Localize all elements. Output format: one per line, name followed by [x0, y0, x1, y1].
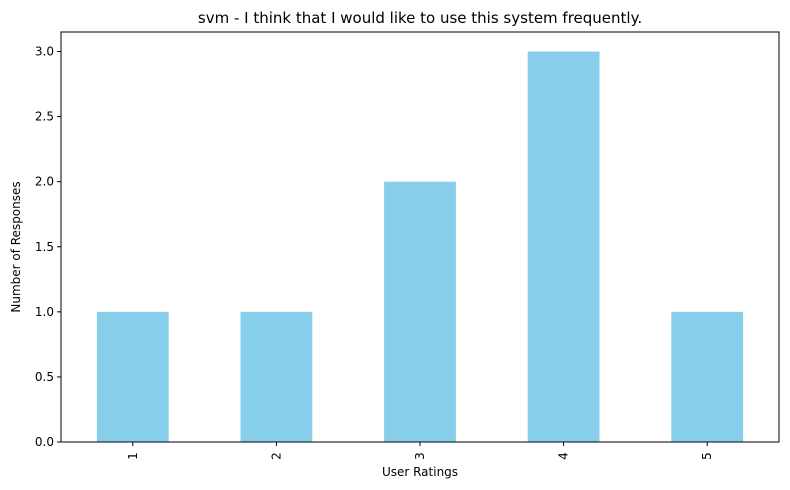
y-tick-label: 3.0	[35, 45, 54, 59]
x-tick-label: 2	[269, 452, 283, 460]
y-tick-label: 0.5	[35, 370, 54, 384]
y-axis-ticks: 0.0 0.5 1.0 1.5 2.0 2.5 3.0	[35, 45, 61, 449]
x-axis-ticks: 1 2 3 4 5	[126, 442, 714, 460]
y-tick-label: 0.0	[35, 435, 54, 449]
x-tick-label: 5	[700, 452, 714, 460]
y-axis-label: Number of Responses	[9, 181, 23, 312]
bars-group	[96, 51, 744, 443]
x-tick-label: 3	[413, 452, 427, 460]
chart-title: svm - I think that I would like to use t…	[198, 9, 642, 27]
bar-2	[240, 311, 313, 442]
y-tick-label: 1.5	[35, 240, 54, 254]
bar-5	[671, 311, 744, 442]
bar-1	[96, 311, 169, 442]
x-axis-label: User Ratings	[382, 465, 458, 479]
plot-frame	[60, 31, 780, 443]
x-tick-label: 1	[126, 452, 140, 460]
y-tick-label: 2.0	[35, 175, 54, 189]
x-tick-label: 4	[557, 452, 571, 460]
bar-4	[527, 51, 600, 443]
y-tick-label: 2.5	[35, 110, 54, 124]
bar-3	[384, 181, 456, 442]
y-tick-label: 1.0	[35, 305, 54, 319]
